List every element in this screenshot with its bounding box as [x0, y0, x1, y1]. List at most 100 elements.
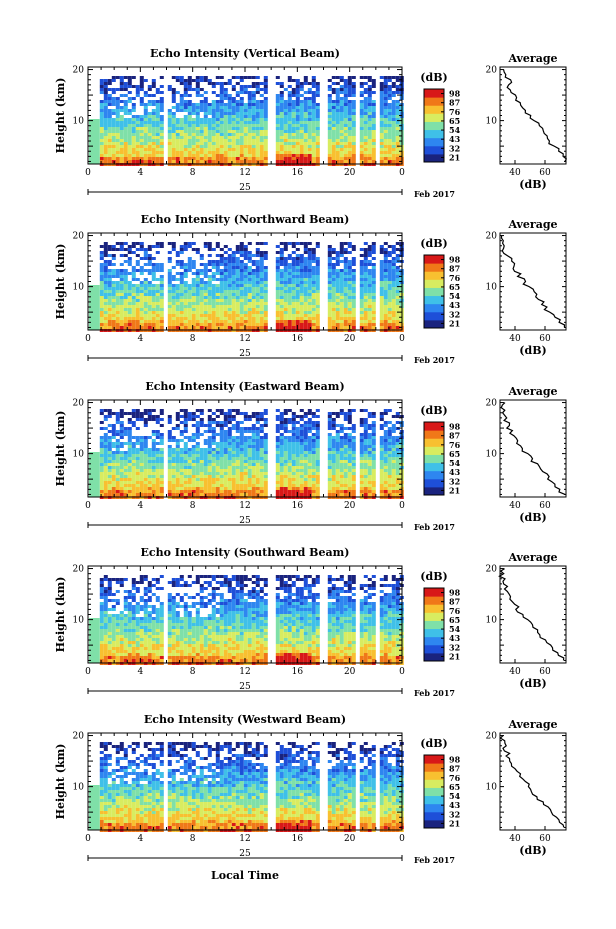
heatmap-cell	[127, 418, 132, 421]
heatmap-cell	[183, 145, 188, 148]
heatmap-cell	[299, 260, 304, 263]
heatmap-cell	[251, 133, 256, 136]
heatmap-cell	[343, 326, 348, 329]
heatmap-cell	[395, 85, 400, 88]
heatmap-cell	[143, 106, 148, 109]
heatmap-cell	[127, 79, 132, 82]
heatmap-cell	[251, 112, 256, 115]
heatmap-cell	[379, 296, 384, 299]
heatmap-cell	[131, 487, 136, 490]
heatmap-cell	[279, 251, 284, 254]
heatmap-cell	[387, 76, 392, 79]
average-y-tick-label: 10	[486, 283, 498, 293]
heatmap-cell	[171, 248, 176, 251]
heatmap-cell	[175, 481, 180, 484]
heatmap-cell	[275, 109, 280, 112]
heatmap-cell	[295, 151, 300, 154]
heatmap-cell	[167, 490, 172, 493]
heatmap-cell	[307, 145, 312, 148]
heatmap-cell	[315, 142, 320, 145]
heatmap-cell	[187, 451, 192, 454]
heatmap-cell	[187, 475, 192, 478]
heatmap-cell	[395, 317, 400, 320]
heatmap-cell	[235, 142, 240, 145]
heatmap-cell	[187, 160, 192, 163]
heatmap-cell	[151, 148, 156, 151]
heatmap-cell	[147, 412, 152, 415]
heatmap-cell	[119, 445, 124, 448]
heatmap-cell	[107, 124, 112, 127]
heatmap-cell	[119, 290, 124, 293]
heatmap-cell	[111, 436, 116, 439]
heatmap-cell	[131, 317, 136, 320]
heatmap-cell	[387, 85, 392, 88]
heatmap-cell	[135, 293, 140, 296]
heatmap-cell	[359, 91, 364, 94]
heatmap-cell	[175, 454, 180, 457]
average-x-label: (dB)	[519, 344, 546, 357]
heatmap-cell	[195, 466, 200, 469]
heatmap-cell	[155, 478, 160, 481]
heatmap-cell	[211, 320, 216, 323]
heatmap-cell	[391, 248, 396, 251]
heatmap-cell	[215, 151, 220, 154]
heatmap-cell	[343, 106, 348, 109]
heatmap-cell	[303, 124, 308, 127]
heatmap-cell	[103, 460, 108, 463]
heatmap-cell	[107, 472, 112, 475]
heatmap-cell	[179, 248, 184, 251]
heatmap-cell	[335, 287, 340, 290]
heatmap-cell	[351, 278, 356, 281]
heatmap-cell	[179, 263, 184, 266]
heatmap-cell	[243, 160, 248, 163]
heatmap-cell	[147, 418, 152, 421]
x-tick-label: 16	[292, 168, 304, 178]
heatmap-cell	[159, 106, 164, 109]
heatmap-cell	[179, 433, 184, 436]
heatmap-cell	[291, 314, 296, 317]
heatmap-cell	[123, 481, 128, 484]
heatmap-cell	[351, 284, 356, 287]
heatmap-cell	[103, 418, 108, 421]
heatmap-cell	[151, 275, 156, 278]
heatmap-cell	[187, 472, 192, 475]
heatmap-cell	[315, 305, 320, 308]
heatmap-cell	[231, 115, 236, 118]
heatmap-cell	[371, 287, 376, 290]
heatmap-cell	[383, 151, 388, 154]
heatmap-cell	[391, 272, 396, 275]
heatmap-cell	[183, 475, 188, 478]
heatmap-cell	[167, 127, 172, 130]
heatmap-cell	[231, 118, 236, 121]
heatmap-cell	[235, 421, 240, 424]
heatmap-cell	[395, 302, 400, 305]
heatmap-cell	[287, 148, 292, 151]
heatmap-cell	[371, 275, 376, 278]
heatmap-cell	[139, 484, 144, 487]
heatmap-cell	[195, 109, 200, 112]
heatmap-cell	[139, 160, 144, 163]
heatmap-cell	[347, 287, 352, 290]
heatmap-cell	[183, 442, 188, 445]
heatmap-cell	[131, 115, 136, 118]
heatmap-cell	[167, 290, 172, 293]
heatmap-cell	[211, 82, 216, 85]
heatmap-cell	[131, 142, 136, 145]
heatmap-cell	[299, 263, 304, 266]
heatmap-cell	[147, 257, 152, 260]
heatmap-cell	[247, 302, 252, 305]
heatmap-cell	[335, 320, 340, 323]
heatmap-cell	[99, 296, 104, 299]
heatmap-cell	[135, 136, 140, 139]
heatmap-cell	[135, 260, 140, 263]
heatmap-cell	[115, 142, 120, 145]
heatmap-cell	[299, 112, 304, 115]
heatmap-cell	[187, 269, 192, 272]
heatmap-cell	[299, 272, 304, 275]
heatmap-cell	[191, 290, 196, 293]
heatmap-cell	[279, 97, 284, 100]
heatmap-cell	[327, 257, 332, 260]
heatmap-cell	[391, 263, 396, 266]
heatmap-cell	[287, 323, 292, 326]
heatmap-cell	[159, 436, 164, 439]
